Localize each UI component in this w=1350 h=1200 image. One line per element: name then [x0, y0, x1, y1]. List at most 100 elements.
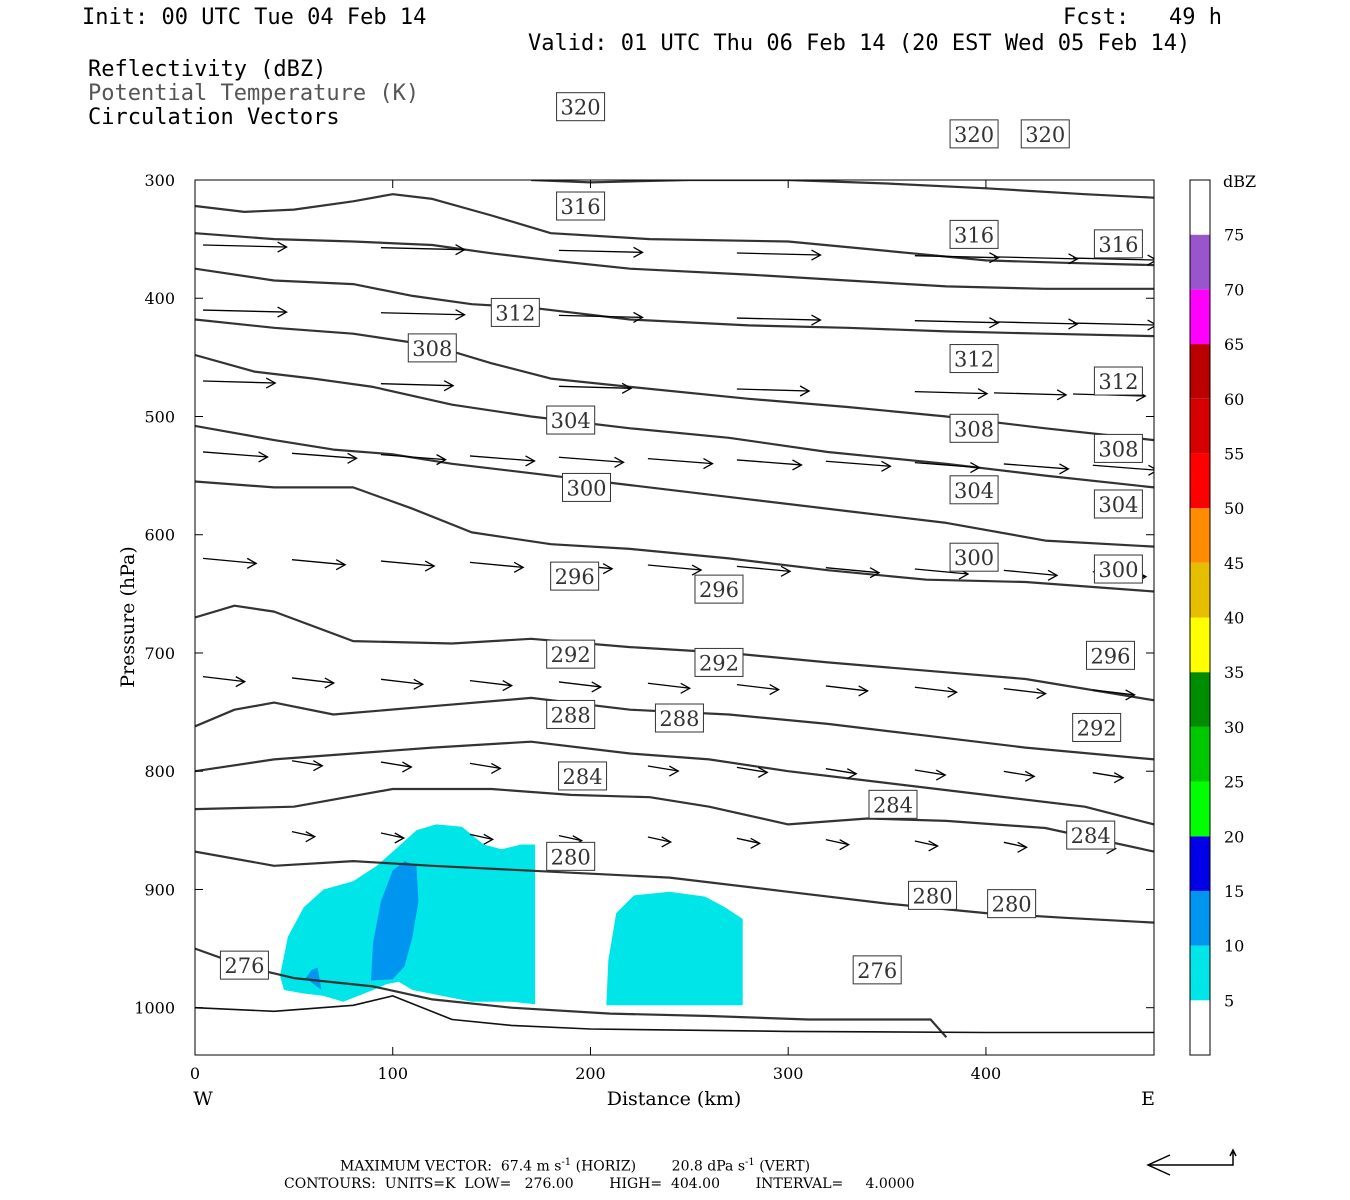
theta-label: 312: [954, 348, 994, 372]
circulation-vector-head: [1218, 466, 1227, 476]
circulation-vector-head: [869, 567, 881, 579]
circulation-vector-head: [591, 681, 603, 693]
circulation-vector: [558, 249, 643, 254]
colorbar-swatch: [1190, 453, 1210, 509]
theta-label-box: [1093, 229, 1143, 259]
circulation-vector: [736, 459, 802, 466]
circulation-vector: [736, 683, 779, 691]
theta-label-box: [908, 880, 958, 910]
circulation-vector-head: [792, 459, 803, 471]
theta-label-box: [1072, 712, 1122, 742]
circulation-vector: [914, 568, 969, 575]
colorbar-swatch: [1190, 726, 1210, 782]
circulation-vector: [1003, 687, 1046, 695]
theta-label-box: [949, 542, 999, 572]
theta-label-box: [219, 950, 269, 980]
theta-label-box: [562, 472, 612, 502]
circulation-vector-head: [839, 839, 850, 851]
circulation-vector: [291, 452, 357, 459]
circulation-vector: [647, 682, 690, 689]
theta-label-box: [558, 761, 608, 791]
circulation-vector: [558, 456, 624, 463]
theta-label-box: [949, 475, 999, 505]
circulation-vector: [736, 388, 810, 392]
y-tick-label: 800: [144, 762, 175, 781]
theta-label-box: [546, 699, 596, 729]
circulation-vector-head: [947, 686, 958, 698]
circulation-vector: [380, 761, 412, 768]
forecast-hour: Fcst: 49 h: [1063, 5, 1222, 30]
x-axis-label: Distance (km): [607, 1088, 742, 1110]
max-vector-info: MAXIMUM VECTOR: 67.4 m s-1 (HORIZ) 20.8 …: [340, 1157, 810, 1175]
colorbar-level-label: 40: [1224, 609, 1244, 628]
circulation-vector: [469, 679, 512, 687]
circulation-vector-head: [750, 837, 762, 849]
contours-info: CONTOURS: UNITS=K LOW= 276.00 HIGH= 404.…: [284, 1176, 915, 1192]
circulation-vector-head: [455, 309, 466, 321]
x-tick-label: 300: [773, 1064, 804, 1083]
circulation-vector: [202, 557, 257, 565]
circulation-vector: [558, 835, 582, 842]
circulation-vector-head: [491, 762, 502, 774]
theta-label-box: [1093, 554, 1143, 584]
colorbar-level-label: 10: [1224, 937, 1244, 956]
theta-label-box: [1093, 433, 1143, 463]
colorbar-swatch: [1190, 617, 1210, 673]
circulation-vector-head: [633, 311, 644, 323]
circulation-vector-head: [402, 761, 413, 773]
circulation-vector: [202, 244, 287, 248]
theta-label: 284: [873, 793, 913, 817]
circulation-vector: [1003, 841, 1027, 848]
circulation-vector: [380, 678, 423, 685]
max-vector-horiz-unit: (HORIZ): [575, 1158, 637, 1175]
circulation-vector: [380, 560, 435, 567]
theta-label-box: [949, 119, 999, 149]
colorbar-swatch: [1190, 890, 1210, 946]
reflectivity-area-5dbz: [606, 891, 743, 1006]
theta-label: 284: [1071, 824, 1111, 848]
field-potential-temperature: Potential Temperature (K): [88, 81, 420, 106]
theta-contour-line: [195, 267, 1154, 338]
theta-label-box: [556, 191, 606, 221]
theta-label: 296: [555, 565, 595, 589]
plot-frame: [194, 179, 1155, 1056]
theta-contour-line: [195, 193, 1154, 267]
theta-label: 320: [1025, 123, 1065, 147]
circulation-vector-head: [703, 458, 714, 470]
circulation-vector: [914, 840, 938, 847]
circulation-vector: [469, 455, 535, 462]
circulation-vector-head: [780, 565, 792, 577]
circulation-vector-head: [799, 385, 811, 397]
theta-contour-line: [195, 740, 1154, 826]
colorbar-swatch: [1190, 672, 1210, 727]
y-tick-label: 700: [144, 644, 175, 663]
theta-label-box: [546, 841, 596, 871]
theta-contour-line: [195, 424, 1154, 548]
circulation-vector-head: [928, 840, 939, 852]
theta-label-box: [490, 297, 540, 327]
circulation-vector: [1003, 569, 1058, 576]
theta-contour-line: [195, 353, 1154, 489]
west-label: W: [193, 1088, 213, 1110]
colorbar-level-label: 50: [1224, 499, 1244, 518]
colorbar-swatch: [1190, 781, 1210, 837]
circulation-vector-head: [602, 563, 614, 575]
circulation-vector-head: [858, 685, 869, 697]
colorbar-swatch: [1190, 508, 1210, 563]
circulation-vector-head: [1024, 770, 1036, 782]
circulation-vector: [291, 559, 346, 566]
circulation-vector-head: [811, 249, 822, 261]
theta-label-box: [694, 574, 744, 604]
circulation-vector-head: [633, 246, 644, 258]
colorbar-swatch: [1190, 180, 1210, 235]
circulation-vector-head: [1059, 463, 1070, 475]
colorbar-swatch: [1190, 344, 1210, 399]
theta-label: 320: [561, 96, 601, 120]
y-axis-label: Pressure (hPa): [117, 546, 139, 688]
theta-label-box: [1020, 119, 1070, 149]
circulation-vector-head: [1068, 318, 1079, 330]
max-vector-horiz: MAXIMUM VECTOR: 67.4 m s: [340, 1158, 562, 1175]
circulation-vector-head: [989, 317, 1000, 329]
theta-label: 300: [954, 546, 994, 570]
circulation-vector-head: [265, 377, 277, 389]
